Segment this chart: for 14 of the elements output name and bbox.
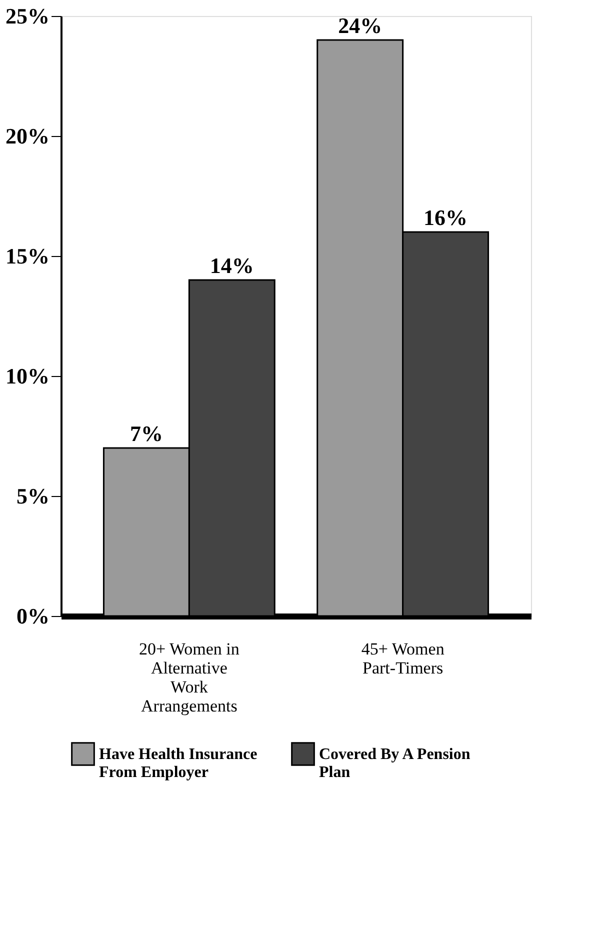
- legend-label: Have Health Insurance From Employer: [99, 746, 258, 781]
- legend-label: Covered By A Pension Plan: [319, 746, 470, 781]
- y-tick-label: 20%: [6, 124, 50, 148]
- y-tick-label: 25%: [6, 4, 50, 28]
- data-label: 16%: [424, 205, 468, 230]
- data-label: 24%: [338, 13, 382, 38]
- x-tick-label: 20+ Women in Alternative Work Arrangements: [138, 640, 240, 716]
- x-tick-label: 45+ Women Part-Timers: [361, 640, 445, 678]
- y-tick-label: 15%: [6, 244, 50, 268]
- y-tick-label: 0%: [16, 604, 50, 628]
- y-tick-label: 10%: [6, 364, 50, 388]
- y-tick-label: 5%: [16, 484, 50, 508]
- data-label: 7%: [130, 421, 163, 446]
- data-label: 14%: [210, 253, 254, 278]
